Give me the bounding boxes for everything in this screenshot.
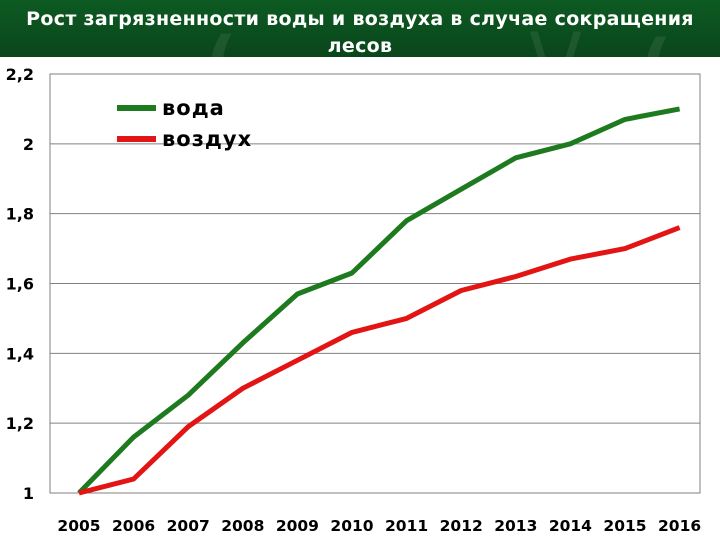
y-tick-label: 1,6 [6, 275, 34, 294]
x-tick-label: 2016 [658, 517, 701, 535]
title-banner: ( \/ ( Рост загрязненности воды и воздух… [0, 0, 720, 57]
banner-decoration: \/ [530, 18, 581, 57]
x-tick-label: 2005 [57, 517, 100, 535]
chart-title: Рост загрязненности воды и воздуха в слу… [26, 8, 694, 57]
x-tick-label: 2009 [276, 517, 319, 535]
banner-decoration: ( [640, 25, 672, 57]
x-tick-label: 2012 [440, 517, 483, 535]
x-tick-label: 2007 [167, 517, 210, 535]
x-tick-label: 2014 [549, 517, 592, 535]
y-tick-label: 1 [23, 484, 34, 503]
legend-label: вода [162, 96, 225, 120]
x-tick-label: 2010 [330, 517, 373, 535]
x-tick-label: 2013 [494, 517, 537, 535]
series-line-2 [78, 225, 681, 496]
x-tick-label: 2006 [112, 517, 155, 535]
y-tick-label: 1,2 [6, 414, 34, 433]
banner-decoration: ( [205, 22, 237, 57]
x-tick-label: 2011 [385, 517, 428, 535]
x-tick-label: 2008 [221, 517, 264, 535]
y-tick-label: 2 [23, 135, 34, 154]
y-tick-label: 1,8 [6, 205, 34, 224]
legend-label: воздух [162, 127, 252, 151]
x-tick-label: 2015 [603, 517, 646, 535]
y-tick-label: 1,4 [6, 344, 34, 363]
y-tick-label: 2,2 [6, 65, 34, 84]
series-line-1 [77, 106, 681, 495]
